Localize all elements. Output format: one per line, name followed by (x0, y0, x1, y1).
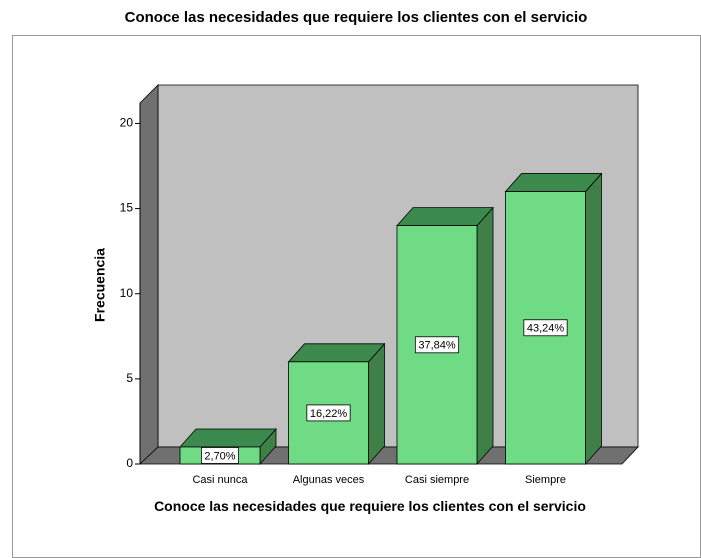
y-tick-label: 5 (126, 371, 133, 385)
x-tick-label: Siempre (525, 474, 566, 486)
value-label: 37,84% (418, 340, 456, 352)
side-wall (139, 84, 159, 465)
value-label: 43,24% (527, 323, 565, 335)
x-tick-label: Casi siempre (405, 474, 469, 486)
value-label-box (414, 336, 460, 354)
value-label: 2,70% (204, 450, 235, 462)
y-tick-label: 15 (120, 201, 134, 215)
bar-top (287, 343, 386, 363)
chart-title: Conoce las necesidades que requiere los … (125, 9, 588, 26)
y-tick-label: 10 (120, 286, 134, 300)
value-label-box (306, 404, 351, 422)
bar-top (179, 428, 277, 448)
bar-top (396, 207, 494, 227)
x-axis-label: Conoce las necesidades que requiere los … (154, 498, 586, 514)
bar-side (368, 342, 385, 466)
y-axis-label: Frecuencia (92, 248, 108, 322)
value-label: 16,22% (310, 408, 348, 420)
bar-side (476, 206, 494, 466)
value-label-box (523, 319, 568, 337)
bar-side (585, 172, 602, 466)
x-tick-label: Casi nunca (192, 474, 248, 486)
value-label-box (200, 447, 240, 464)
bar-top (504, 173, 603, 192)
y-tick-label: 0 (126, 456, 133, 470)
y-tick-label: 20 (120, 116, 134, 130)
x-tick-label: Algunas veces (293, 474, 365, 486)
